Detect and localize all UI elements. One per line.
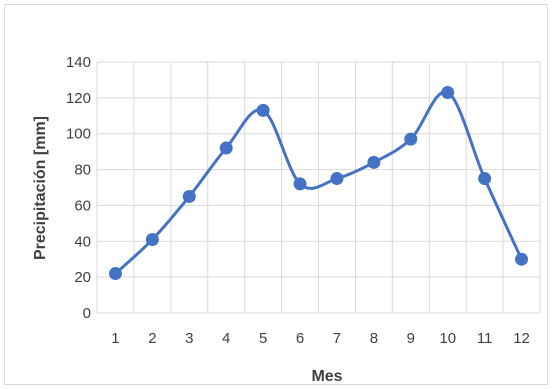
y-tick-label-100: 100 [66, 126, 91, 143]
x-tick-label-12: 12 [513, 330, 530, 347]
data-point-2 [145, 232, 159, 246]
x-tick-labels: 1 2 3 4 5 6 7 8 9 10 11 12 [111, 330, 530, 347]
y-tick-label-140: 140 [66, 54, 91, 71]
x-tick-label-2: 2 [148, 330, 156, 347]
x-tick-label-3: 3 [185, 330, 193, 347]
y-tick-label-0: 0 [83, 305, 91, 322]
gridlines [96, 61, 541, 314]
x-tick-label-4: 4 [222, 330, 230, 347]
data-point-6 [293, 177, 307, 191]
x-tick-label-9: 9 [407, 330, 415, 347]
data-point-3 [182, 189, 196, 203]
x-tick-label-10: 10 [439, 330, 456, 347]
y-tick-label-60: 60 [74, 197, 91, 214]
x-tick-label-11: 11 [477, 330, 493, 347]
y-axis-title: Precipitación [mm] [32, 116, 49, 260]
y-tick-label-120: 120 [66, 90, 91, 107]
data-point-12 [515, 252, 529, 266]
data-point-9 [404, 132, 418, 146]
y-tick-label-40: 40 [74, 233, 91, 250]
data-point-5 [256, 103, 270, 117]
x-axis-title: Mes [311, 368, 342, 385]
data-point-11 [478, 172, 492, 186]
x-tick-label-8: 8 [370, 330, 378, 347]
data-point-1 [108, 267, 122, 281]
y-tick-label-80: 80 [74, 162, 91, 179]
data-point-7 [330, 172, 344, 186]
chart-frame [4, 4, 548, 385]
x-tick-label-6: 6 [296, 330, 304, 347]
x-tick-label-5: 5 [259, 330, 267, 347]
data-point-10 [441, 85, 455, 99]
y-tick-labels: 0 20 40 60 80 100 120 140 [66, 54, 91, 322]
series-layer [108, 85, 529, 281]
x-tick-label-1: 1 [111, 330, 119, 347]
data-point-4 [219, 141, 233, 155]
x-tick-label-7: 7 [333, 330, 341, 347]
y-tick-label-20: 20 [74, 269, 91, 286]
data-point-8 [367, 155, 381, 169]
